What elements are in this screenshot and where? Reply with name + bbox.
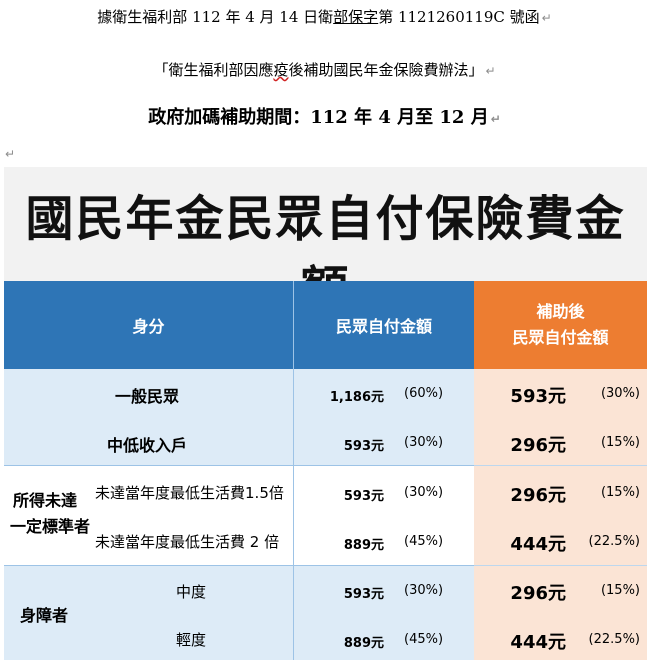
notice-line-1-text-end: 第 1121260119C 號函 (378, 8, 540, 26)
paragraph-mark-icon: ↵ (541, 11, 552, 25)
row-percent: (45%) (404, 534, 444, 549)
paragraph-mark-icon: ↵ (490, 112, 501, 126)
row-after-amount: 296元 (510, 485, 566, 506)
row-divider (474, 465, 647, 466)
band-general (4, 369, 474, 465)
row-label: 未達當年度最低生活費 2 倍 (95, 533, 280, 551)
group-income: 所得未達 一定標準者 (10, 488, 91, 540)
notice-line-2-spellcheck: 疫 (273, 61, 289, 79)
column-divider (293, 369, 294, 660)
header-self-pay: 民眾自付金額 (293, 281, 474, 369)
row-percent: (30%) (404, 583, 444, 598)
paragraph-mark-icon: ↵ (485, 64, 496, 78)
row-label: 未達當年度最低生活費1.5倍 (95, 484, 284, 502)
subsidy-period: 政府加碼補助期間：112 年 4 月至 12 月 ↵ (0, 103, 649, 129)
notice-line-1: 據衛生福利部 112 年 4 月 14 日衛部保字第 1121260119C 號… (0, 6, 649, 27)
header-identity: 身分 (4, 281, 293, 369)
header-after-subsidy: 補助後 民眾自付金額 (474, 281, 647, 369)
row-amount: 593元 (343, 587, 384, 602)
group-income-line-2: 一定標準者 (10, 517, 91, 536)
header-self-pay-label: 民眾自付金額 (335, 317, 432, 336)
row-after-amount: 444元 (510, 534, 566, 555)
group-disability: 身障者 (20, 606, 69, 625)
row-after-amount: 444元 (510, 632, 566, 653)
row-after-percent: (15%) (600, 435, 640, 450)
notice-line-2-text-end: 後補助國民年金保險費辦法」 (288, 61, 484, 79)
row-after-percent: (22.5%) (588, 534, 640, 549)
band-after-subsidy (474, 369, 647, 660)
row-after-percent: (30%) (600, 386, 640, 401)
row-label: 輕度 (176, 631, 207, 649)
banner: 國民年金民眾自付保險費金額 (4, 167, 647, 317)
row-label: 一般民眾 (115, 387, 180, 406)
band-income (4, 465, 474, 565)
row-label: 中低收入戶 (107, 436, 188, 455)
subsidy-period-text: 政府加碼補助期間：112 年 4 月至 12 月 (148, 107, 489, 128)
row-after-percent: (15%) (600, 485, 640, 500)
group-income-line-1: 所得未達 (12, 491, 77, 510)
notice-line-1-underlined: 部保字 (333, 8, 379, 26)
row-after-amount: 296元 (510, 435, 566, 456)
row-amount: 593元 (343, 439, 384, 454)
row-percent: (30%) (404, 485, 444, 500)
row-amount: 889元 (343, 636, 384, 651)
row-after-amount: 593元 (510, 386, 566, 407)
row-amount: 889元 (343, 538, 384, 553)
notice-line-2: 「衛生福利部因應疫後補助國民年金保險費辦法」 ↵ (0, 59, 649, 80)
header-identity-label: 身分 (132, 317, 165, 336)
row-percent: (30%) (404, 435, 444, 450)
row-divider (474, 565, 647, 566)
row-amount: 1,186元 (329, 390, 384, 405)
band-disability (4, 565, 474, 660)
row-label: 中度 (176, 583, 207, 601)
paragraph-mark-icon: ↵ (5, 147, 16, 161)
empty-paragraph: ↵ (3, 143, 15, 162)
row-percent: (60%) (404, 386, 444, 401)
row-after-percent: (15%) (600, 583, 640, 598)
notice-line-2-text: 「衛生福利部因應 (153, 61, 274, 79)
row-percent: (45%) (404, 632, 444, 647)
header-after-line-1: 補助後 (536, 302, 585, 321)
header-after-line-2: 民眾自付金額 (512, 328, 609, 347)
row-after-percent: (22.5%) (588, 632, 640, 647)
row-after-amount: 296元 (510, 583, 566, 604)
row-amount: 593元 (343, 489, 384, 504)
notice-line-1-text: 據衛生福利部 112 年 4 月 14 日衛 (97, 8, 334, 26)
